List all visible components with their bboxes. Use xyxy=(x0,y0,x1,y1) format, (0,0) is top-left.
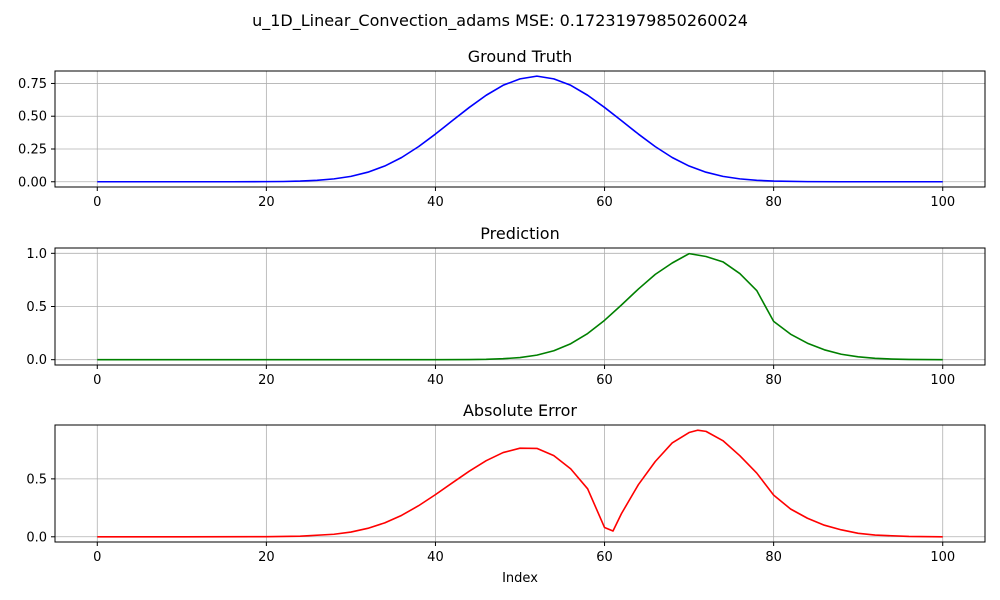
x-tick-label: 80 xyxy=(765,195,782,210)
x-tick-label: 20 xyxy=(258,373,275,388)
axes-frame xyxy=(54,70,986,188)
x-tick-label: 20 xyxy=(258,550,275,565)
x-tick-label: 80 xyxy=(765,373,782,388)
y-tick-label: 0.5 xyxy=(26,472,47,487)
series-line-1 xyxy=(97,252,943,361)
y-tick-label: 0.00 xyxy=(18,175,47,190)
y-tick-label: 0.5 xyxy=(26,300,47,315)
axes-frame xyxy=(54,424,986,543)
x-tick-label: 0 xyxy=(93,195,101,210)
y-tick-label: 0.0 xyxy=(26,353,47,368)
x-tick-label: 80 xyxy=(765,550,782,565)
subplot-title: Prediction xyxy=(480,224,559,243)
subplot-title: Absolute Error xyxy=(463,401,577,420)
x-tick-label: 100 xyxy=(930,550,955,565)
subplot-3: 0 20 40 60 80 100 0.0 0.5 Absolute Error Index xyxy=(26,401,986,586)
y-tick-label: 0.75 xyxy=(18,77,47,92)
subplot-2: 0 20 40 60 80 100 0.0 0.5 1.0 Prediction xyxy=(26,224,986,388)
x-tick-label: 40 xyxy=(427,195,444,210)
x-tick-label: 20 xyxy=(258,195,275,210)
x-tick-label: 0 xyxy=(93,550,101,565)
x-tick-label: 0 xyxy=(93,373,101,388)
y-tick-label: 0.25 xyxy=(18,142,47,157)
y-tick-label: 1.0 xyxy=(26,247,47,262)
y-tick-label: 0.0 xyxy=(26,530,47,545)
x-tick-label: 60 xyxy=(596,550,613,565)
series-line-1 xyxy=(97,429,943,538)
figure-suptitle: u_1D_Linear_Convection_adams MSE: 0.1723… xyxy=(252,11,748,31)
series-line-1 xyxy=(97,75,943,183)
subplot-title: Ground Truth xyxy=(468,47,573,66)
x-tick-label: 60 xyxy=(596,195,613,210)
x-tick-label: 40 xyxy=(427,550,444,565)
x-tick-label: 100 xyxy=(930,195,955,210)
x-tick-label: 60 xyxy=(596,373,613,388)
x-tick-label: 100 xyxy=(930,373,955,388)
subplot-1: 0 20 40 60 80 100 0.00 0.25 0.50 0.75 Ground Truth xyxy=(18,47,986,210)
y-tick-label: 0.50 xyxy=(18,110,47,125)
x-tick-label: 40 xyxy=(427,373,444,388)
x-axis-label: Index xyxy=(502,571,538,586)
